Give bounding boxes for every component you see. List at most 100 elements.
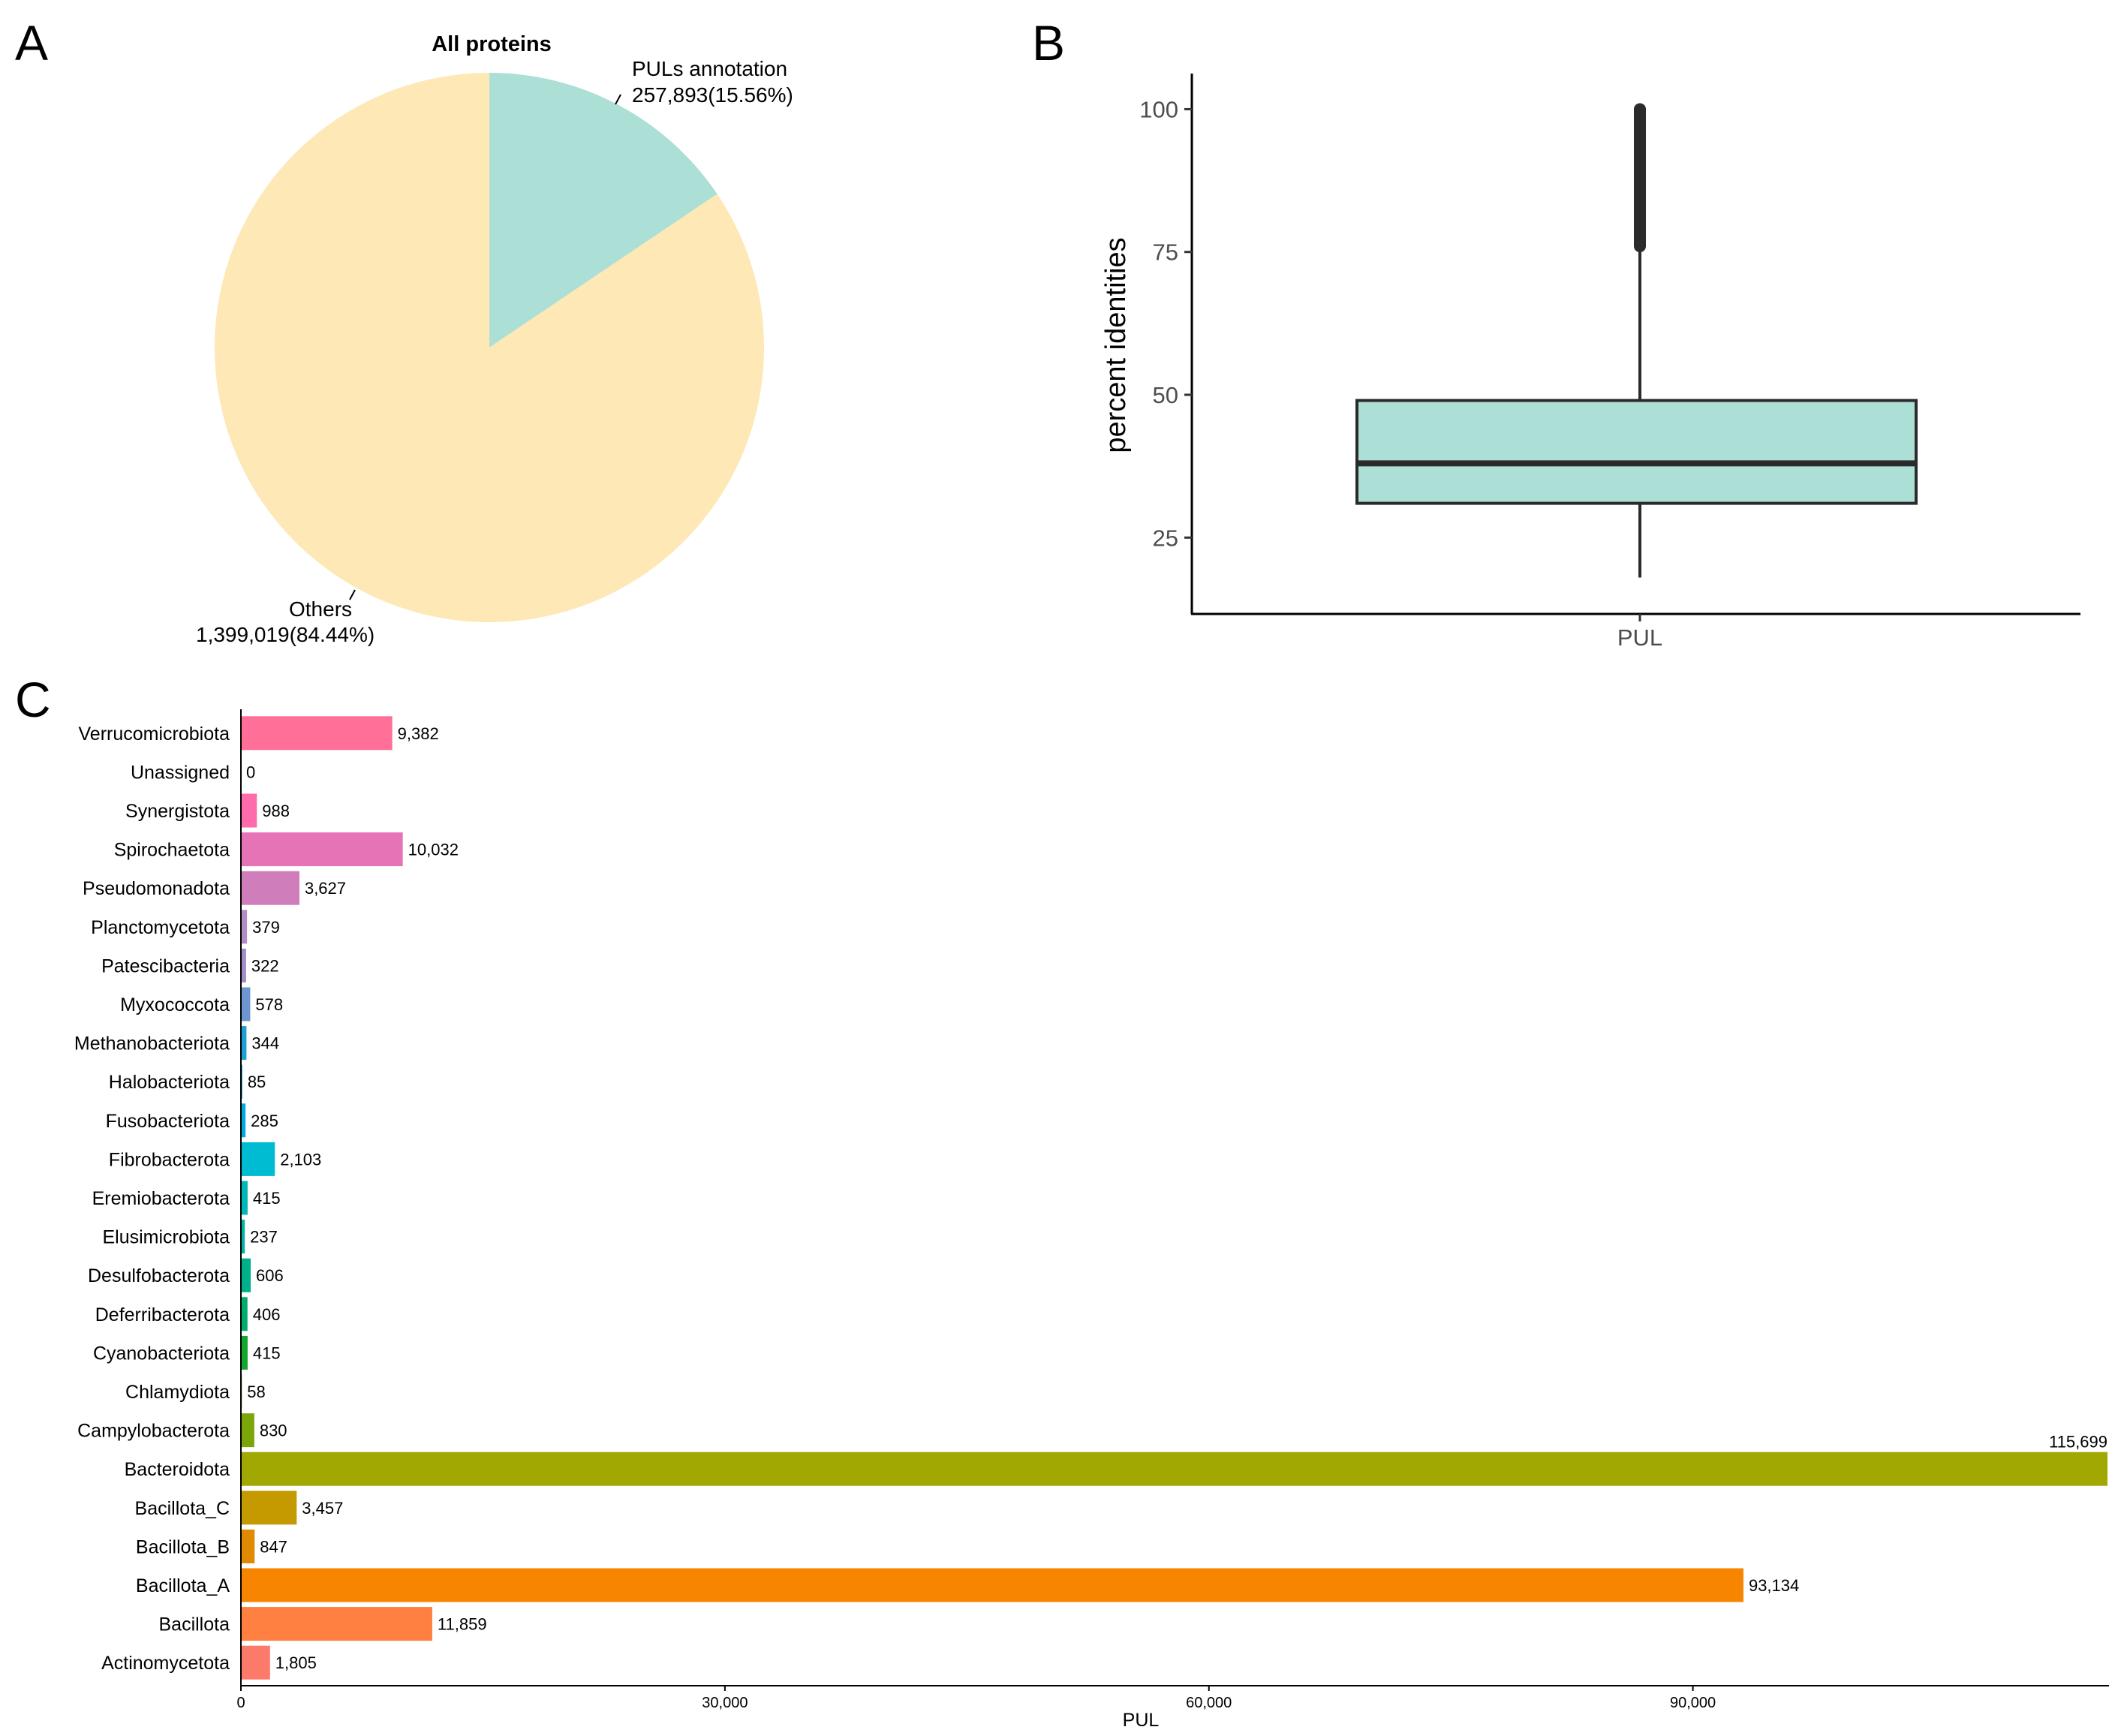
pie-slice-puls-annotation bbox=[489, 73, 718, 348]
bar-value-label: 847 bbox=[260, 1537, 287, 1556]
box-y-tick-label: 100 bbox=[1139, 96, 1178, 122]
bar-value-label: 3,457 bbox=[302, 1499, 343, 1518]
bar-fusobacteriota bbox=[241, 1103, 246, 1138]
bar-value-label: 606 bbox=[256, 1266, 284, 1285]
pie-leader-puls bbox=[615, 94, 621, 105]
bar-myxococcota bbox=[241, 987, 251, 1021]
bar-value-label: 322 bbox=[251, 956, 279, 975]
bar-value-label: 3,627 bbox=[305, 879, 346, 898]
bar-category-label: Campylobacterota bbox=[77, 1421, 230, 1442]
bar-category-label: Spirochaetota bbox=[114, 840, 230, 861]
bar-value-label: 344 bbox=[251, 1034, 279, 1053]
bar-fibrobacterota bbox=[241, 1142, 275, 1176]
bar-category-label: Desulfobacterota bbox=[88, 1265, 230, 1286]
bar-category-label: Planctomycetota bbox=[91, 917, 230, 938]
panel-label-b: B bbox=[1032, 15, 1065, 71]
bar-value-label: 93,134 bbox=[1749, 1576, 1799, 1595]
panel-label-a: A bbox=[15, 15, 48, 71]
bar-x-tick-label: 60,000 bbox=[1186, 1695, 1232, 1711]
bar-category-label: Fusobacteriota bbox=[106, 1111, 230, 1132]
bar-category-label: Methanobacteriota bbox=[74, 1033, 230, 1055]
bar-category-label: Pseudomonadota bbox=[83, 878, 230, 899]
bar-value-label: 285 bbox=[251, 1112, 278, 1130]
bar-category-label: Patescibacteria bbox=[101, 955, 230, 976]
bar-value-label: 988 bbox=[262, 802, 290, 820]
bar-value-label: 9,382 bbox=[398, 724, 439, 743]
bar-x-axis-label: PUL bbox=[1123, 1710, 1160, 1731]
bar-synergistota bbox=[241, 793, 257, 828]
box-iqr bbox=[1355, 399, 1918, 505]
bar-category-label: Chlamydiota bbox=[125, 1382, 230, 1403]
bar-marks: Verrucomicrobiota 9,382 Unassigned 0 Synergi… bbox=[74, 716, 2107, 1680]
bar-value-label: 1,805 bbox=[275, 1653, 317, 1672]
bar-category-label: Deferribacterota bbox=[95, 1304, 230, 1325]
bar-deferribacterota bbox=[241, 1297, 248, 1331]
bar-methanobacteriota bbox=[241, 1026, 247, 1061]
bar-actinomycetota bbox=[241, 1645, 270, 1680]
bar-value-label: 85 bbox=[248, 1073, 266, 1091]
bar-patescibacteria bbox=[241, 948, 246, 982]
bar-x-tick-label: 0 bbox=[236, 1695, 245, 1711]
bar-category-label: Verrucomicrobiota bbox=[79, 724, 230, 745]
bar-value-label: 379 bbox=[252, 918, 280, 937]
bar-x-ticks: 0 30,000 60,000 90,000 bbox=[236, 1686, 1716, 1711]
pie-label-puls-value: 257,893(15.56%) bbox=[632, 83, 793, 107]
bar-value-label: 406 bbox=[253, 1305, 281, 1324]
pie-slices bbox=[215, 73, 764, 622]
bar-desulfobacterota bbox=[241, 1258, 251, 1292]
bar-cyanobacteriota bbox=[241, 1335, 248, 1370]
pie-chart-panel: A All proteins PULs annotation 257,893(1… bbox=[15, 15, 793, 646]
bar-value-label: 10,032 bbox=[408, 841, 459, 859]
box-plot-panel: B percent identities 25 50 75 100 PUL bbox=[1032, 15, 2080, 651]
bar-bacteroidota bbox=[241, 1452, 2107, 1486]
bar-category-label: Eremiobacterota bbox=[92, 1188, 230, 1209]
bar-campylobacterota bbox=[241, 1413, 254, 1448]
panel-label-c: C bbox=[15, 672, 51, 727]
box-y-ticks: 25 50 75 100 bbox=[1139, 96, 1192, 551]
bar-category-label: Unassigned bbox=[131, 762, 230, 783]
bar-bacillota_a bbox=[241, 1568, 1743, 1602]
bar-bacillota_c bbox=[241, 1491, 297, 1525]
pie-label-others-name: Others bbox=[289, 597, 352, 621]
bar-category-label: Actinomycetota bbox=[101, 1653, 230, 1674]
bar-value-label: 11,859 bbox=[438, 1615, 487, 1634]
pie-slice-others bbox=[215, 73, 764, 622]
bar-category-label: Myxococcota bbox=[120, 994, 230, 1015]
box-x-tick-label: PUL bbox=[1617, 624, 1662, 651]
bar-chart-panel: C Verrucomicrobiota 9,382 Unassigned 0 Syner… bbox=[15, 672, 2109, 1731]
bar-value-label: 0 bbox=[246, 763, 255, 781]
bar-category-label: Bacillota_C bbox=[135, 1498, 230, 1519]
bar-elusimicrobiota bbox=[241, 1220, 245, 1254]
bar-bacillota bbox=[241, 1607, 432, 1641]
bar-category-label: Bacillota_B bbox=[136, 1536, 230, 1557]
bar-category-label: Bacillota_A bbox=[136, 1575, 230, 1596]
bar-value-label: 578 bbox=[255, 995, 283, 1014]
bar-category-label: Cyanobacteriota bbox=[93, 1343, 230, 1364]
pie-title: All proteins bbox=[432, 32, 552, 56]
bar-x-tick-label: 30,000 bbox=[702, 1695, 748, 1711]
bar-value-label: 830 bbox=[260, 1422, 287, 1440]
bar-value-label: 2,103 bbox=[280, 1150, 321, 1169]
box-y-tick-label: 75 bbox=[1153, 239, 1178, 266]
bar-value-label: 58 bbox=[247, 1382, 265, 1401]
bar-x-tick-label: 90,000 bbox=[1670, 1695, 1716, 1711]
bar-category-label: Elusimicrobiota bbox=[102, 1227, 230, 1248]
box-y-tick-label: 25 bbox=[1153, 525, 1178, 551]
bar-eremiobacterota bbox=[241, 1181, 248, 1215]
pie-label-puls-name: PULs annotation bbox=[632, 57, 787, 80]
bar-spirochaetota bbox=[241, 832, 403, 867]
bar-planctomycetota bbox=[241, 910, 248, 944]
bar-bacillota_b bbox=[241, 1529, 255, 1563]
bar-pseudomonadota bbox=[241, 871, 299, 905]
bar-category-label: Fibrobacterota bbox=[109, 1149, 230, 1170]
pie-label-others-value: 1,399,019(84.44%) bbox=[196, 623, 375, 646]
box-y-tick-label: 50 bbox=[1153, 382, 1178, 408]
pie-leader-others bbox=[349, 589, 356, 600]
bar-value-label: 237 bbox=[250, 1228, 278, 1247]
bar-value-label: 415 bbox=[253, 1189, 281, 1208]
bar-category-label: Synergistota bbox=[125, 801, 230, 822]
bar-value-label: 115,699 bbox=[2049, 1433, 2107, 1452]
bar-category-label: Halobacteriota bbox=[109, 1072, 230, 1093]
bar-category-label: Bacillota bbox=[159, 1614, 230, 1635]
